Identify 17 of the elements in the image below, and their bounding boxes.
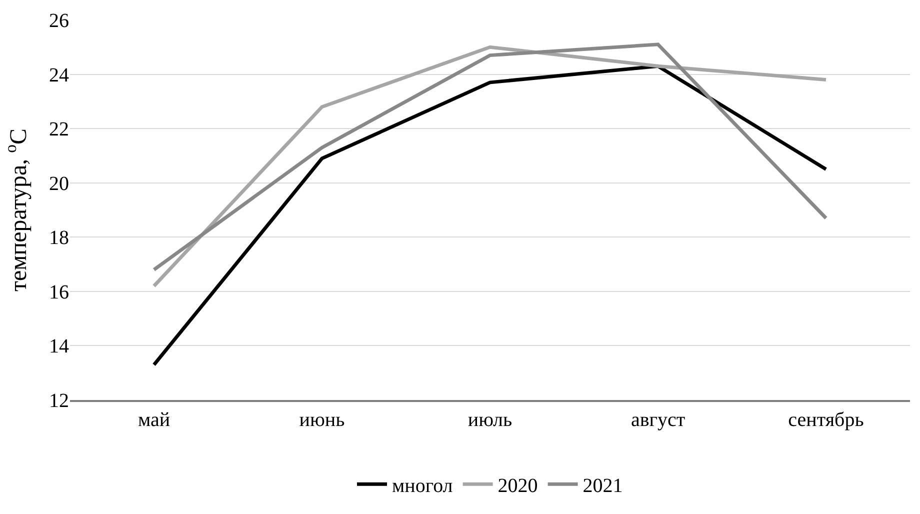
x-tick-label: август — [630, 408, 686, 431]
x-tick-label: сентябрь — [788, 408, 864, 431]
y-tick-label: 24 — [49, 64, 69, 86]
y-tick-label: 20 — [49, 172, 69, 195]
legend-label: 2020 — [498, 474, 538, 497]
x-tick-label: июнь — [299, 408, 345, 431]
y-tick-label: 16 — [49, 281, 69, 304]
legend-label: многол — [392, 474, 453, 497]
y-tick-label: 18 — [49, 227, 69, 250]
y-tick-label: 22 — [49, 118, 69, 141]
y-tick-label: 26 — [49, 10, 69, 32]
y-tick-label: 14 — [49, 336, 69, 358]
x-tick-label: июль — [468, 408, 512, 431]
legend-label: 2021 — [582, 474, 623, 497]
x-tick-label: май — [138, 408, 170, 431]
y-tick-label: 12 — [49, 390, 69, 412]
line-series — [152, 64, 828, 366]
